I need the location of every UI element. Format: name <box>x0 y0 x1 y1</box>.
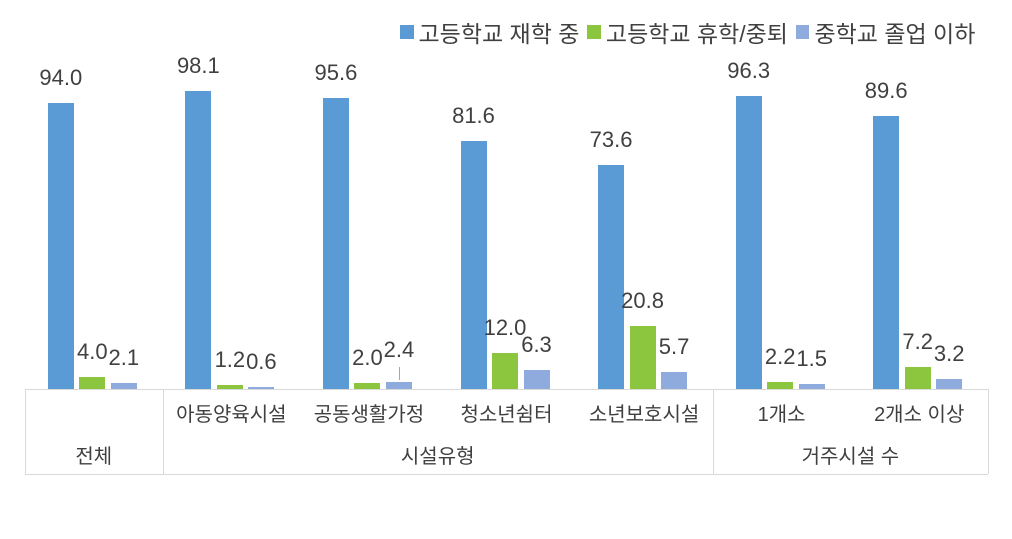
axis-gridline <box>988 389 989 474</box>
bar <box>322 98 349 389</box>
legend-item: 고등학교 재학 중 <box>400 15 579 49</box>
legend-swatch-icon <box>400 25 414 39</box>
axis-gridline <box>25 389 26 474</box>
value-label: 7.2 <box>902 329 934 355</box>
bar <box>904 367 931 389</box>
label-leader-line <box>398 366 400 380</box>
axis-category-label: 1개소 <box>757 404 806 426</box>
bar <box>767 382 794 389</box>
bar <box>216 385 243 389</box>
bar <box>460 140 487 389</box>
axis-category-label: 소년보호시설 <box>588 404 700 426</box>
axis-category-label: 청소년쉼터 <box>460 404 553 426</box>
bar <box>598 165 625 389</box>
axis-group-label: 시설유형 <box>400 446 475 468</box>
bar <box>110 382 137 389</box>
bar <box>873 116 900 389</box>
legend-swatch-icon <box>587 25 601 39</box>
value-label: 2.2 <box>764 344 796 370</box>
value-label: 6.3 <box>521 331 552 357</box>
value-label: 1.2 <box>214 347 246 373</box>
axis-gridline <box>25 389 988 390</box>
axis-gridline <box>713 389 714 474</box>
bar <box>523 369 550 389</box>
legend-item: 고등학교 휴학/중퇴 <box>587 15 788 49</box>
value-label: 1.5 <box>796 346 827 372</box>
value-label: 94.0 <box>39 65 83 91</box>
axis-gridline <box>25 474 988 475</box>
axis-category-label: 공동생활가정 <box>313 404 425 426</box>
axis-category-label: 2개소 이상 <box>874 404 965 426</box>
axis-group-label: 거주시설 수 <box>801 446 900 468</box>
legend-label: 고등학교 휴학/중퇴 <box>605 21 788 47</box>
bar <box>661 371 688 389</box>
bar <box>79 376 106 389</box>
value-label: 2.1 <box>108 344 140 370</box>
value-label: 3.2 <box>933 341 965 367</box>
value-label: 73.6 <box>589 127 633 153</box>
value-label: 4.0 <box>77 338 108 364</box>
legend-label: 중학교 졸업 이하 <box>814 21 976 47</box>
value-label: 12.0 <box>483 314 527 340</box>
value-label: 96.3 <box>727 58 771 84</box>
bar <box>354 382 381 389</box>
legend: 고등학교 재학 중 고등학교 휴학/중퇴 중학교 졸업 이하 <box>400 15 976 49</box>
bar <box>735 96 762 389</box>
bar <box>798 384 825 389</box>
legend-swatch-icon <box>795 25 810 39</box>
value-label: 95.6 <box>314 60 358 86</box>
value-label: 81.6 <box>452 102 495 128</box>
legend-item: 중학교 졸업 이하 <box>795 15 976 49</box>
value-label: 0.6 <box>246 349 277 375</box>
value-label: 98.1 <box>176 52 220 78</box>
value-label: 2.4 <box>383 336 415 362</box>
value-label: 5.7 <box>658 333 690 359</box>
bar <box>47 103 74 389</box>
bar <box>629 325 656 389</box>
value-label: 20.8 <box>621 287 664 313</box>
bar <box>492 352 518 389</box>
value-label: 2.0 <box>352 344 383 370</box>
axis-gridline <box>163 389 164 474</box>
axis-category-label: 아동양육시설 <box>176 404 287 426</box>
bar <box>936 379 963 389</box>
axis-group-label: 전체 <box>75 446 113 468</box>
value-label: 89.6 <box>864 78 908 104</box>
bar <box>385 381 412 389</box>
bar <box>185 90 212 389</box>
legend-label: 고등학교 재학 중 <box>418 21 580 47</box>
bar <box>248 387 275 389</box>
